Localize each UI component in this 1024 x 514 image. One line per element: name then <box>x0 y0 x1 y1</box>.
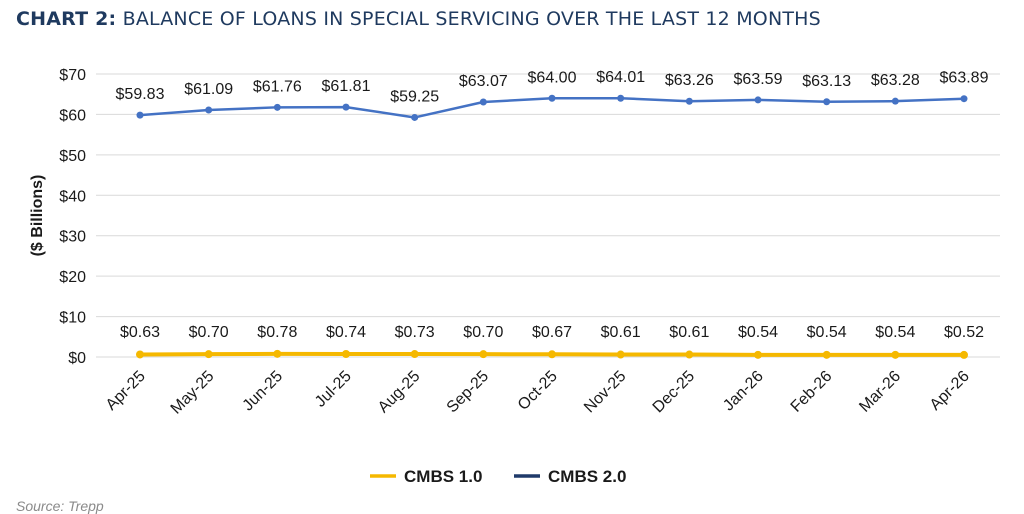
cmbs2-data-label: $61.76 <box>253 78 302 95</box>
cmbs1-data-point <box>960 350 968 359</box>
x-tick-label: Nov-25 <box>581 368 630 417</box>
cmbs1-data-label: $0.54 <box>738 324 778 341</box>
cmbs1-data-label: $0.63 <box>120 324 160 341</box>
cmbs2-data-label: $59.83 <box>116 86 165 103</box>
cmbs1-data-point <box>136 350 144 359</box>
x-tick-label: Jan-26 <box>720 368 767 415</box>
cmbs2-data-point <box>136 111 144 119</box>
cmbs2-data-point <box>273 103 281 111</box>
cmbs1-data-point <box>685 350 694 359</box>
cmbs2-data-label: $64.00 <box>528 69 577 86</box>
cmbs1-data-point <box>479 350 488 359</box>
cmbs1-data-label: $0.54 <box>807 324 847 341</box>
cmbs1-data-label: $0.52 <box>944 324 984 341</box>
x-tick-label: Mar-26 <box>856 368 904 416</box>
cmbs2-data-label: $63.26 <box>665 72 714 89</box>
cmbs1-data-point <box>822 350 831 359</box>
x-tick-label: Dec-25 <box>650 368 699 417</box>
cmbs2-data-point <box>548 94 556 102</box>
y-tick-label: $20 <box>59 269 86 286</box>
chart-title-text: BALANCE OF LOANS IN SPECIAL SERVICING OV… <box>122 8 821 30</box>
x-tick-label: Oct-25 <box>515 368 561 414</box>
cmbs2-data-point <box>685 97 693 105</box>
cmbs2-data-label: $61.81 <box>322 78 371 95</box>
legend-label-cmbs1: CMBS 1.0 <box>404 467 482 486</box>
cmbs1-data-label: $0.70 <box>463 324 503 341</box>
legend-label-cmbs2: CMBS 2.0 <box>548 467 626 486</box>
cmbs2-data-label: $63.89 <box>940 70 989 87</box>
source-note: Source: Trepp <box>16 498 104 514</box>
cmbs2-data-label: $63.13 <box>802 73 851 90</box>
x-tick-label: Jun-25 <box>240 368 287 415</box>
cmbs2-data-label: $59.25 <box>390 88 439 105</box>
y-tick-label: $60 <box>59 107 86 124</box>
cmbs2-data-label: $63.59 <box>734 71 783 88</box>
chart-title: CHART 2: BALANCE OF LOANS IN SPECIAL SER… <box>16 8 821 30</box>
cmbs2-data-label: $63.28 <box>871 72 920 89</box>
y-axis-title: ($ Billions) <box>29 175 46 257</box>
cmbs2-data-label: $64.01 <box>596 69 645 86</box>
cmbs1-data-point <box>754 350 762 359</box>
y-tick-label: $10 <box>59 310 86 327</box>
cmbs1-data-point <box>410 350 419 359</box>
cmbs2-data-point <box>342 103 350 111</box>
cmbs1-data-label: $0.74 <box>326 324 366 341</box>
cmbs1-data-label: $0.54 <box>875 324 915 341</box>
x-tick-label: May-25 <box>168 368 218 418</box>
cmbs1-data-point <box>273 349 282 358</box>
cmbs1-data-point <box>342 350 350 359</box>
cmbs2-data-point <box>960 95 968 103</box>
y-tick-label: $30 <box>59 229 86 246</box>
y-tick-label: $70 <box>59 67 86 84</box>
x-tick-label: Aug-25 <box>375 368 424 417</box>
y-tick-label: $0 <box>68 350 86 367</box>
cmbs1-data-label: $0.70 <box>189 324 229 341</box>
cmbs2-data-point <box>891 97 899 105</box>
cmbs1-data-point <box>891 350 900 359</box>
cmbs1-data-label: $0.78 <box>257 324 297 341</box>
cmbs1-data-label: $0.61 <box>669 324 709 341</box>
x-tick-label: Sep-25 <box>444 368 493 417</box>
y-tick-label: $50 <box>59 148 86 165</box>
cmbs2-data-label: $61.09 <box>184 81 233 98</box>
cmbs2-data-point <box>411 113 419 121</box>
cmbs2-data-point <box>617 94 625 102</box>
cmbs2-data-point <box>823 98 831 106</box>
cmbs2-data-point <box>479 98 487 106</box>
cmbs2-data-point <box>205 106 213 114</box>
x-tick-label: Apr-25 <box>103 368 149 414</box>
cmbs1-data-label: $0.67 <box>532 324 572 341</box>
cmbs1-data-point <box>616 350 625 359</box>
x-tick-label: Feb-26 <box>788 368 836 416</box>
cmbs2-data-point <box>754 96 762 104</box>
x-tick-label: Jul-25 <box>312 368 355 411</box>
cmbs1-data-label: $0.73 <box>395 324 435 341</box>
cmbs1-data-point <box>204 350 213 359</box>
cmbs1-data-point <box>548 350 556 359</box>
chart-title-prefix: CHART 2: <box>16 8 117 30</box>
cmbs1-data-label: $0.61 <box>601 324 641 341</box>
y-tick-label: $40 <box>59 188 86 205</box>
cmbs2-data-label: $63.07 <box>459 73 508 90</box>
x-tick-label: Apr-26 <box>927 368 973 414</box>
